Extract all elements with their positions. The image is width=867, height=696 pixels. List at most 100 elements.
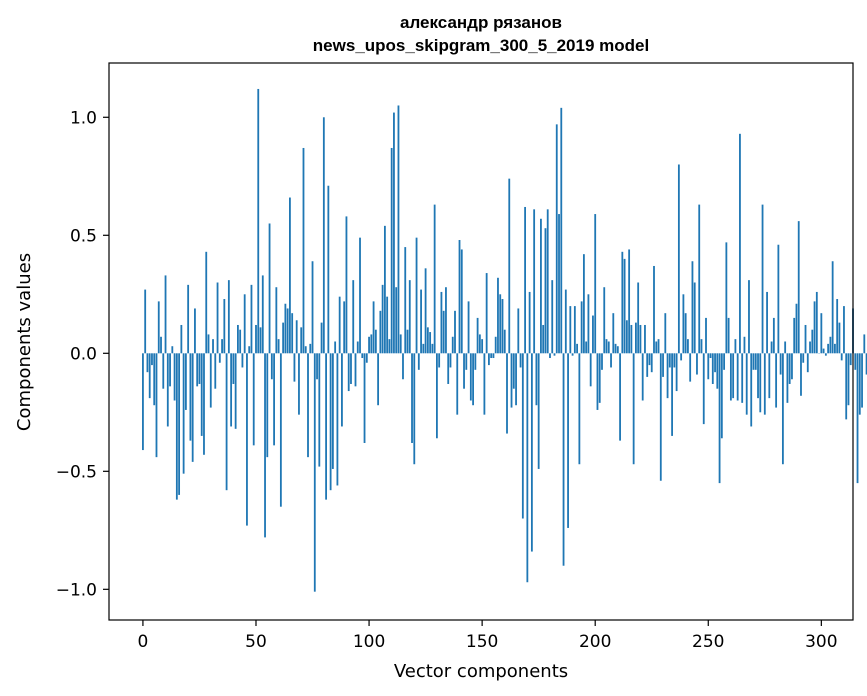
bar-308 xyxy=(838,322,841,354)
bar-303 xyxy=(827,343,830,354)
bar-271 xyxy=(754,353,757,370)
bar-265 xyxy=(741,353,744,403)
bar-36 xyxy=(223,299,226,354)
bar-13 xyxy=(171,346,174,354)
bar-146 xyxy=(472,353,474,406)
y-tick-label: 0.5 xyxy=(70,226,97,246)
bar-224 xyxy=(648,353,651,366)
bar-59 xyxy=(275,287,278,354)
bar-71 xyxy=(302,147,305,354)
bar-144 xyxy=(467,301,470,354)
bar-2 xyxy=(146,353,149,373)
bar-51 xyxy=(257,88,260,354)
bar-35 xyxy=(221,339,223,354)
bar-309 xyxy=(840,353,843,361)
bar-200 xyxy=(594,214,597,354)
bar-207 xyxy=(610,353,612,368)
bar-245 xyxy=(696,353,698,375)
bar-74 xyxy=(309,343,312,354)
bar-26 xyxy=(200,353,203,436)
bar-164 xyxy=(512,353,515,389)
bar-149 xyxy=(478,334,481,354)
bar-151 xyxy=(483,353,486,415)
bar-143 xyxy=(465,353,468,370)
bar-64 xyxy=(286,308,289,354)
bar-28 xyxy=(205,251,208,354)
bar-230 xyxy=(662,353,664,377)
bar-253 xyxy=(714,353,716,373)
bar-272 xyxy=(757,353,759,399)
bar-247 xyxy=(700,339,703,354)
bar-15 xyxy=(175,353,178,500)
bar-171 xyxy=(528,291,531,354)
bar-260 xyxy=(729,353,732,401)
bar-195 xyxy=(582,254,585,354)
bar-243 xyxy=(691,261,694,354)
bar-184 xyxy=(558,214,560,354)
bar-160 xyxy=(503,329,506,354)
bar-107 xyxy=(383,225,386,354)
bar-219 xyxy=(637,282,640,354)
bar-286 xyxy=(788,353,791,384)
bar-269 xyxy=(750,353,753,427)
bar-133 xyxy=(442,310,445,354)
bar-310 xyxy=(843,306,845,354)
bar-112 xyxy=(395,287,398,354)
bar-319 xyxy=(863,334,866,354)
bar-20 xyxy=(187,284,190,354)
bar-58 xyxy=(273,353,275,446)
bar-166 xyxy=(517,308,520,354)
plot-frame xyxy=(108,62,854,621)
bar-44 xyxy=(241,353,244,368)
bar-52 xyxy=(259,327,262,354)
bar-141 xyxy=(460,249,463,354)
bar-129 xyxy=(433,204,436,354)
bar-40 xyxy=(232,353,235,384)
bar-132 xyxy=(440,291,443,354)
bar-240 xyxy=(684,313,687,354)
bar-254 xyxy=(716,353,719,389)
bar-170 xyxy=(526,353,529,583)
bar-183 xyxy=(555,124,558,354)
bar-315 xyxy=(854,353,857,370)
bar-199 xyxy=(592,315,594,354)
bar-217 xyxy=(632,353,635,465)
bar-311 xyxy=(845,353,848,420)
bar-77 xyxy=(316,353,318,380)
bar-140 xyxy=(458,240,461,354)
x-tick-label: 300 xyxy=(805,632,837,652)
bar-114 xyxy=(399,334,402,354)
bar-8 xyxy=(160,336,162,354)
bar-120 xyxy=(413,353,416,465)
bar-117 xyxy=(406,329,409,354)
bar-318 xyxy=(861,353,863,408)
bar-223 xyxy=(646,353,649,377)
bar-186 xyxy=(562,353,565,566)
bar-78 xyxy=(318,353,321,467)
bar-32 xyxy=(214,353,217,389)
bar-161 xyxy=(506,353,508,434)
bar-261 xyxy=(732,353,735,399)
bar-294 xyxy=(806,353,809,373)
bar-60 xyxy=(277,339,280,354)
bar-135 xyxy=(447,353,450,384)
bar-320 xyxy=(865,353,867,375)
bar-88 xyxy=(341,353,343,427)
bar-41 xyxy=(234,353,237,429)
bar-80 xyxy=(322,117,325,354)
bar-84 xyxy=(331,353,334,469)
bar-301 xyxy=(822,348,825,354)
bar-227 xyxy=(655,341,658,354)
bar-216 xyxy=(630,324,633,354)
bar-295 xyxy=(809,341,811,354)
bar-86 xyxy=(336,353,339,486)
bar-16 xyxy=(178,353,181,495)
bar-298 xyxy=(815,291,818,354)
bar-236 xyxy=(675,353,678,392)
bar-30 xyxy=(209,353,212,408)
bar-270 xyxy=(752,353,755,370)
bar-205 xyxy=(605,339,608,354)
bar-175 xyxy=(537,353,540,469)
bar-137 xyxy=(451,336,454,354)
bar-267 xyxy=(745,353,748,415)
